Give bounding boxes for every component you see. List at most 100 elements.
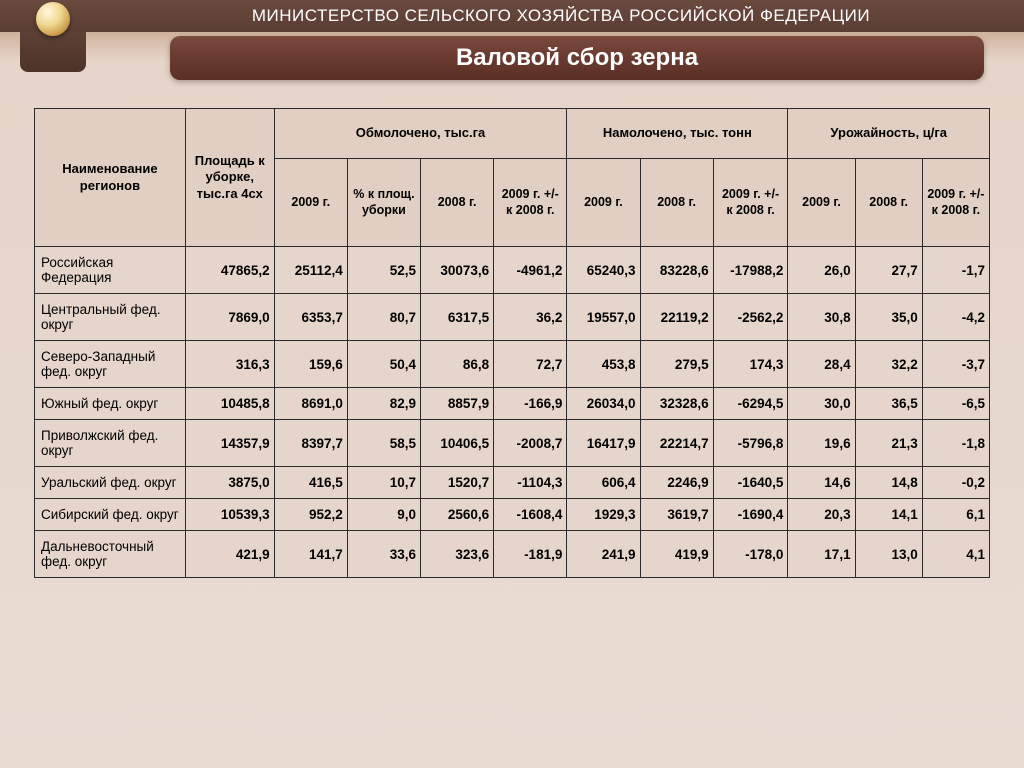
cell-ydiff: 6,1	[922, 499, 989, 531]
cell-c2008: 22214,7	[640, 420, 713, 467]
cell-y2009: 19,6	[788, 420, 855, 467]
cell-y2009: 30,8	[788, 294, 855, 341]
cell-y2009: 17,1	[788, 531, 855, 578]
cell-c2008: 83228,6	[640, 247, 713, 294]
cell-y2009: 26,0	[788, 247, 855, 294]
cell-ydiff: -3,7	[922, 341, 989, 388]
cell-t2009: 952,2	[274, 499, 347, 531]
col-t2008: 2008 г.	[421, 159, 494, 247]
col-cdiff: 2009 г. +/- к 2008 г.	[713, 159, 788, 247]
ministry-title: МИНИСТЕРСТВО СЕЛЬСКОГО ХОЗЯЙСТВА РОССИЙС…	[38, 6, 1024, 26]
col-group-thresh: Обмолочено, тыс.га	[274, 109, 567, 159]
cell-region: Сибирский фед. округ	[35, 499, 186, 531]
cell-area: 10485,8	[185, 388, 274, 420]
cell-tpct: 58,5	[347, 420, 420, 467]
cell-cdiff: -178,0	[713, 531, 788, 578]
table-row: Приволжский фед. округ14357,98397,758,51…	[35, 420, 990, 467]
cell-y2008: 14,8	[855, 467, 922, 499]
cell-area: 3875,0	[185, 467, 274, 499]
cell-c2008: 32328,6	[640, 388, 713, 420]
cell-ydiff: -1,7	[922, 247, 989, 294]
cell-ydiff: -4,2	[922, 294, 989, 341]
cell-t2009: 159,6	[274, 341, 347, 388]
table-row: Южный фед. округ10485,88691,082,98857,9-…	[35, 388, 990, 420]
cell-y2008: 27,7	[855, 247, 922, 294]
cell-t2009: 25112,4	[274, 247, 347, 294]
cell-y2009: 14,6	[788, 467, 855, 499]
cell-region: Южный фед. округ	[35, 388, 186, 420]
col-c2008: 2008 г.	[640, 159, 713, 247]
cell-tdiff: -1104,3	[494, 467, 567, 499]
cell-t2009: 141,7	[274, 531, 347, 578]
cell-tdiff: 36,2	[494, 294, 567, 341]
cell-y2009: 30,0	[788, 388, 855, 420]
cell-t2008: 30073,6	[421, 247, 494, 294]
col-y2009: 2009 г.	[788, 159, 855, 247]
cell-region: Российская Федерация	[35, 247, 186, 294]
cell-t2009: 8397,7	[274, 420, 347, 467]
cell-region: Северо-Западный фед. округ	[35, 341, 186, 388]
col-c2009: 2009 г.	[567, 159, 640, 247]
cell-area: 47865,2	[185, 247, 274, 294]
table-row: Северо-Западный фед. округ316,3159,650,4…	[35, 341, 990, 388]
col-area: Площадь к уборке, тыс.га 4cx	[185, 109, 274, 247]
grain-table-wrap: Наименование регионов Площадь к уборке, …	[34, 108, 990, 578]
cell-cdiff: -1640,5	[713, 467, 788, 499]
cell-c2009: 16417,9	[567, 420, 640, 467]
cell-tdiff: -1608,4	[494, 499, 567, 531]
cell-ydiff: -6,5	[922, 388, 989, 420]
cell-c2009: 241,9	[567, 531, 640, 578]
cell-c2008: 22119,2	[640, 294, 713, 341]
cell-c2008: 279,5	[640, 341, 713, 388]
cell-tpct: 52,5	[347, 247, 420, 294]
col-group-collect: Намолочено, тыс. тонн	[567, 109, 788, 159]
ministry-emblem-icon	[36, 2, 70, 36]
col-t2009: 2009 г.	[274, 159, 347, 247]
cell-tpct: 82,9	[347, 388, 420, 420]
cell-t2009: 416,5	[274, 467, 347, 499]
table-row: Российская Федерация47865,225112,452,530…	[35, 247, 990, 294]
cell-y2009: 20,3	[788, 499, 855, 531]
cell-area: 421,9	[185, 531, 274, 578]
cell-region: Приволжский фед. округ	[35, 420, 186, 467]
cell-t2009: 6353,7	[274, 294, 347, 341]
col-tdiff: 2009 г. +/- к 2008 г.	[494, 159, 567, 247]
cell-t2008: 10406,5	[421, 420, 494, 467]
cell-area: 7869,0	[185, 294, 274, 341]
cell-y2008: 36,5	[855, 388, 922, 420]
table-row: Уральский фед. округ3875,0416,510,71520,…	[35, 467, 990, 499]
cell-c2009: 19557,0	[567, 294, 640, 341]
cell-tpct: 33,6	[347, 531, 420, 578]
cell-c2008: 419,9	[640, 531, 713, 578]
col-ydiff: 2009 г. +/- к 2008 г.	[922, 159, 989, 247]
cell-c2009: 606,4	[567, 467, 640, 499]
slide-title: Валовой сбор зерна	[170, 36, 984, 80]
cell-cdiff: -6294,5	[713, 388, 788, 420]
cell-c2008: 3619,7	[640, 499, 713, 531]
cell-area: 316,3	[185, 341, 274, 388]
cell-cdiff: -1690,4	[713, 499, 788, 531]
table-row: Дальневосточный фед. округ421,9141,733,6…	[35, 531, 990, 578]
cell-y2008: 35,0	[855, 294, 922, 341]
cell-tdiff: -166,9	[494, 388, 567, 420]
cell-cdiff: -5796,8	[713, 420, 788, 467]
cell-cdiff: -2562,2	[713, 294, 788, 341]
col-group-yield: Урожайность, ц/га	[788, 109, 990, 159]
grain-harvest-table: Наименование регионов Площадь к уборке, …	[34, 108, 990, 578]
cell-c2009: 65240,3	[567, 247, 640, 294]
cell-t2008: 6317,5	[421, 294, 494, 341]
table-row: Центральный фед. округ7869,06353,780,763…	[35, 294, 990, 341]
table-row: Сибирский фед. округ10539,3952,29,02560,…	[35, 499, 990, 531]
cell-c2009: 453,8	[567, 341, 640, 388]
cell-t2008: 86,8	[421, 341, 494, 388]
cell-tpct: 50,4	[347, 341, 420, 388]
cell-tdiff: 72,7	[494, 341, 567, 388]
cell-y2008: 21,3	[855, 420, 922, 467]
cell-t2009: 8691,0	[274, 388, 347, 420]
cell-ydiff: -0,2	[922, 467, 989, 499]
cell-tpct: 9,0	[347, 499, 420, 531]
cell-c2009: 1929,3	[567, 499, 640, 531]
cell-region: Уральский фед. округ	[35, 467, 186, 499]
cell-region: Центральный фед. округ	[35, 294, 186, 341]
cell-t2008: 323,6	[421, 531, 494, 578]
